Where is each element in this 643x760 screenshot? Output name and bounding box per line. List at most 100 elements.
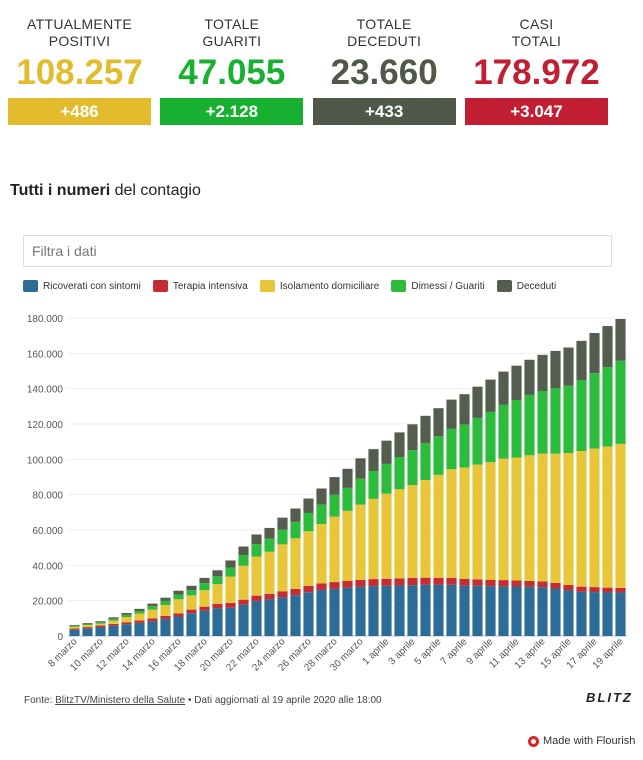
- y-tick-label: 180.000: [27, 314, 64, 325]
- bar-segment: [186, 590, 197, 596]
- bar-segment: [524, 394, 535, 456]
- x-tick-label: 1 aprile: [361, 636, 392, 667]
- bar-segment: [108, 617, 119, 619]
- bar-segment: [498, 580, 509, 587]
- bar-segment: [485, 379, 496, 412]
- bar-segment: [186, 613, 197, 636]
- bar-segment: [472, 585, 483, 636]
- bar-segment: [550, 453, 561, 583]
- bar-segment: [550, 350, 561, 389]
- stat-label-line: TOTALI: [511, 33, 562, 49]
- legend-swatch: [23, 280, 38, 292]
- bar-segment: [355, 458, 366, 479]
- bar-segment: [95, 625, 106, 628]
- bar-segment: [563, 585, 574, 591]
- bar-segment: [199, 610, 210, 636]
- legend-label: Dimessi / Guariti: [411, 280, 485, 292]
- bar-segment: [108, 618, 119, 621]
- legend-item-isolamento[interactable]: Isolamento domiciliare: [259, 280, 379, 292]
- bar-segment: [199, 583, 210, 591]
- bar-segment: [251, 600, 262, 636]
- section-title-rest: del contagio: [110, 182, 201, 199]
- bar-segment: [199, 577, 210, 584]
- bar-segment: [420, 442, 431, 481]
- bar-segment: [433, 584, 444, 636]
- bar-segment: [160, 600, 171, 606]
- bar-segment: [225, 576, 236, 604]
- legend-item-terapia-intensiva[interactable]: Terapia intensiva: [152, 280, 248, 292]
- bar-segment: [407, 585, 418, 636]
- bar-segment: [563, 453, 574, 585]
- flourish-icon: [528, 735, 539, 747]
- bar-segment: [160, 618, 171, 636]
- bar-segment: [459, 585, 470, 636]
- x-tick-label: 3 aprile: [387, 636, 418, 667]
- bar-segment: [212, 570, 223, 577]
- bar-segment: [69, 628, 80, 630]
- bar-segment: [537, 354, 548, 392]
- bar-segment: [420, 584, 431, 636]
- bar-segment: [147, 609, 158, 619]
- bar-segment: [589, 587, 600, 593]
- stat-label-line: GUARITI: [202, 33, 262, 49]
- bar-segment: [316, 590, 327, 636]
- bar-segment: [316, 583, 327, 591]
- bar-segment: [394, 432, 405, 457]
- bar-segment: [342, 487, 353, 511]
- bar-segment: [485, 411, 496, 463]
- bar-segment: [225, 607, 236, 636]
- bar-segment: [459, 424, 470, 468]
- bar-segment: [394, 578, 405, 586]
- bar-segment: [472, 579, 483, 586]
- bar-segment: [121, 617, 132, 623]
- bar-segment: [368, 449, 379, 472]
- bar-segment: [108, 625, 119, 636]
- bar-segment: [238, 565, 249, 600]
- bar-segment: [524, 359, 535, 395]
- bar-segment: [290, 538, 301, 590]
- flourish-credit[interactable]: Made with Flourish: [528, 735, 635, 747]
- bar-segment: [381, 440, 392, 464]
- y-tick-label: 40.000: [32, 561, 63, 572]
- bar-segment: [485, 462, 496, 580]
- bar-segment: [524, 580, 535, 587]
- bar-segment: [511, 365, 522, 401]
- legend-label: Terapia intensiva: [172, 280, 248, 292]
- bar-segment: [251, 544, 262, 557]
- bar-segment: [95, 623, 106, 626]
- bar-segment: [472, 417, 483, 465]
- bar-segment: [290, 589, 301, 596]
- legend-item-ricoverati[interactable]: Ricoverati con sintomi: [23, 280, 141, 292]
- bar-segment: [329, 582, 340, 589]
- legend-item-dimessi[interactable]: Dimessi / Guariti: [391, 280, 485, 292]
- stat-value: 108.257: [16, 53, 143, 92]
- stat-value: 178.972: [473, 53, 600, 92]
- stat-totale-guariti: TOTALE GUARITI 47.055 +2.128: [160, 14, 304, 125]
- stats-row: ATTUALMENTE POSITIVI 108.257 +486 TOTALE…: [8, 14, 608, 125]
- bar-segment: [134, 611, 145, 614]
- bar-segment: [316, 488, 327, 505]
- stat-value: 47.055: [178, 53, 286, 92]
- stat-label: CASI TOTALI: [465, 14, 608, 50]
- bar-segment: [186, 609, 197, 614]
- bar-segment: [381, 493, 392, 579]
- filter-input[interactable]: [24, 236, 611, 266]
- legend-label: Ricoverati con sintomi: [43, 280, 141, 292]
- bar-segment: [602, 326, 613, 368]
- x-tick-label: 7 aprile: [439, 636, 470, 667]
- bar-segment: [563, 347, 574, 386]
- source-link[interactable]: BlitzTV/Ministero della Salute: [55, 695, 186, 706]
- bar-segment: [69, 626, 80, 629]
- bar-segment: [121, 613, 132, 615]
- bar-segment: [368, 586, 379, 636]
- bar-segment: [407, 578, 418, 586]
- bar-segment: [238, 604, 249, 636]
- legend-item-deceduti[interactable]: Deceduti: [496, 280, 557, 292]
- bar-segment: [498, 586, 509, 636]
- bar-segment: [368, 471, 379, 499]
- legend-swatch: [152, 280, 168, 292]
- legend-label: Deceduti: [516, 280, 557, 292]
- bar-segment: [303, 512, 314, 532]
- bar-segment: [264, 551, 275, 594]
- flourish-label: Made with Flourish: [543, 735, 636, 747]
